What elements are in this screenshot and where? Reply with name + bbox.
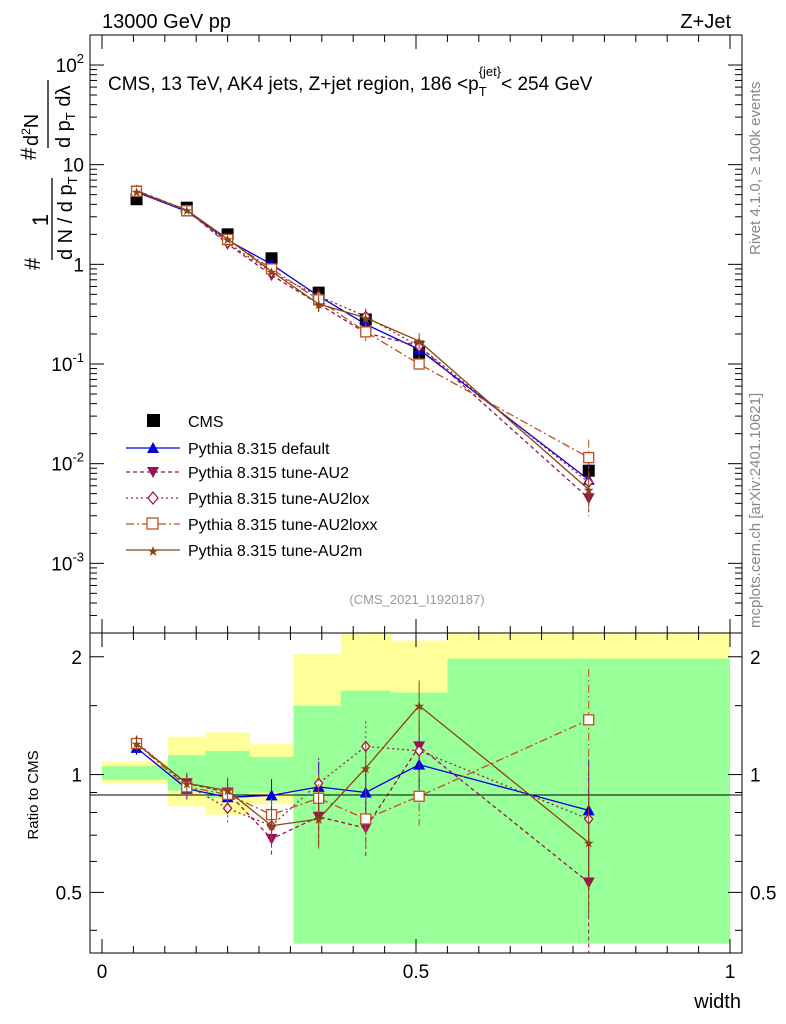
ratio-y-tick-label-right: 1 [750,766,761,787]
data-point [313,777,324,790]
mcplots-label: mcplots.cern.ch [arXiv:2401.10621] [747,393,764,628]
data-point: ★ [131,737,143,752]
y-tick-label: 10-3 [51,549,84,575]
data-point: ★ [413,699,425,714]
series-line [136,189,590,483]
ratio-series-pythia-8-315-tune-au2m: ★ ★ ★ ★ ★ ★ ★ ★ [131,680,595,916]
ratio-y-tick-label: 0.5 [56,883,82,904]
legend-marker-cms [147,414,160,427]
main-y-axis-label: # 1 d N / d pT # d2N d pT dλ [16,80,80,270]
rivet-version-label: Rivet 4.1.0, ≥ 100k events [747,82,764,255]
data-point [265,789,278,801]
data-point: ★ [266,264,278,279]
ratio-y-tick-label: 2 [71,648,82,669]
svg-text:★: ★ [147,543,160,559]
ratio-y-tick-label-right: 0.5 [750,883,776,904]
data-point [414,744,424,757]
data-point: ★ [360,311,372,326]
data-point: ★ [313,812,325,827]
legend: CMS Pythia 8.315 default Pythia 8.315 tu… [126,414,377,560]
y-tick-label: 102 [56,51,84,77]
data-point [583,714,595,726]
series-line [136,190,590,491]
svg-text:#: # [16,147,41,160]
data-point: ★ [583,836,595,851]
ratio-line [136,747,589,812]
x-axis-label: width [693,991,741,1013]
legend-label-au2: Pythia 8.315 tune-AU2 [188,465,349,482]
data-point [265,263,278,275]
series-line [136,190,590,459]
svg-text:d2N: d2N [19,114,43,146]
data-point [583,451,595,464]
ratio-y-tick-label: 1 [71,766,82,787]
ratio-y-tick-label-right: 2 [750,648,761,669]
uncertainty-band-green [293,705,341,944]
header-left: 13000 GeV pp [102,11,231,33]
ratio-line [136,719,589,820]
data-point [413,790,425,802]
series-pythia-8-315-tune-au2m: ★ ★ ★ ★ ★ ★ ★ ★ [131,184,595,508]
legend-label-au2lox: Pythia 8.315 tune-AU2lox [188,491,369,508]
legend-label-au2loxx: Pythia 8.315 tune-AU2loxx [188,517,377,534]
series-line [136,189,590,499]
data-point: ★ [131,184,143,199]
series-pythia-8-315-tune-au2loxx [130,185,595,476]
legend-marker-au2lox [126,490,180,506]
legend-marker-au2loxx [126,517,180,530]
data-point: ★ [583,483,595,498]
data-point: ★ [266,819,278,834]
uncertainty-band-green [102,766,168,780]
ratio-line [136,704,590,844]
data-point: ★ [313,297,325,312]
plot-title: CMS, 13 TeV, AK4 jets, Z+jet region, 186… [108,64,593,99]
data-point: ★ [181,776,193,791]
analysis-id: (CMS_2021_I1920187) [349,592,484,607]
svg-text:d pT dλ: d pT dλ [53,86,78,148]
ratio-y-axis-label: Ratio to CMS [25,750,42,839]
legend-marker-au2 [126,467,180,478]
y-tick-label: 10-1 [51,350,84,376]
legend-marker-default [126,442,180,453]
header-right: Z+Jet [680,11,731,33]
data-point: ★ [413,334,425,349]
data-point: ★ [222,784,234,799]
data-point: ★ [181,203,193,218]
y-tick-label: 10 [63,156,84,177]
data-point [413,358,425,370]
legend-label-au2m: Pythia 8.315 tune-AU2m [188,543,362,560]
svg-text:#: # [20,257,45,270]
x-tick-label: 0 [97,962,108,983]
data-point: ★ [222,232,234,247]
data-point [360,326,372,338]
data-point: ★ [360,761,372,776]
x-tick-label: 0.5 [403,962,429,983]
legend-marker-au2m: ★ [126,543,180,559]
svg-text:1: 1 [28,214,53,226]
x-tick-label: 1 [725,962,736,983]
legend-label-default: Pythia 8.315 default [188,441,330,458]
data-point [265,252,278,265]
svg-text:d N / d pT: d N / d pT [55,176,80,260]
data-point [360,813,372,825]
y-tick-label: 10-2 [51,450,84,476]
y-tick-label: 1 [73,255,84,276]
legend-label-cms: CMS [188,414,224,431]
